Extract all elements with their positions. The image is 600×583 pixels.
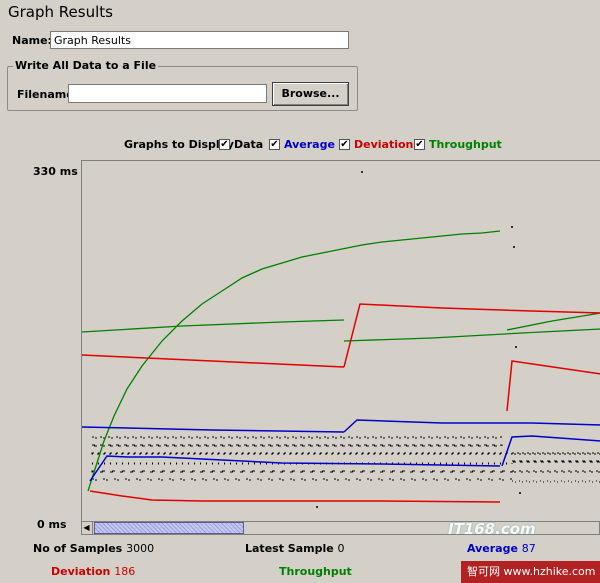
- data-band-1: [91, 436, 600, 483]
- average-checkbox[interactable]: ✔: [269, 139, 280, 150]
- scroll-thumb[interactable]: [94, 522, 244, 534]
- data-outlier-point: [515, 346, 517, 348]
- samples-label: No of Samples: [33, 542, 123, 555]
- throughput-line-tail: [506, 312, 600, 331]
- throughput-label: Throughput: [279, 565, 352, 578]
- average-label: Average: [467, 542, 518, 555]
- samples-value: 3000: [126, 542, 155, 555]
- deviation-label: Deviation: [51, 565, 111, 578]
- average-line-2: [343, 419, 600, 433]
- throughput-checkbox[interactable]: ✔: [414, 139, 425, 150]
- write-to-file-legend: Write All Data to a File: [13, 59, 159, 72]
- data-checkbox[interactable]: ✔: [219, 139, 230, 150]
- panel-title: Graph Results: [8, 3, 113, 21]
- throughput-line-flat-2: [343, 328, 600, 342]
- average-line-1: [81, 426, 345, 433]
- y-axis-min-label: 0 ms: [37, 518, 67, 531]
- data-outlier-point: [361, 171, 363, 173]
- deviation-option-label: Deviation: [354, 138, 414, 151]
- samples-stat: No of Samples 3000: [33, 542, 154, 555]
- deviation-checkbox[interactable]: ✔: [339, 139, 350, 150]
- write-to-file-group: [7, 66, 358, 111]
- graph-svg: [81, 171, 600, 508]
- deviation-line-3: [506, 360, 600, 412]
- data-outlier-point: [519, 492, 521, 494]
- average-value: 87: [521, 542, 536, 555]
- throughput-line-flat-1: [81, 319, 345, 333]
- y-axis-max-label: 330 ms: [33, 165, 78, 178]
- graph-canvas: [81, 160, 600, 521]
- average-option-label: Average: [284, 138, 335, 151]
- deviation-line-1: [81, 354, 345, 368]
- data-option-label: Data: [234, 138, 264, 151]
- data-outlier-point: [511, 226, 513, 228]
- check-icon: ✔: [220, 139, 229, 150]
- deviation-line-low: [89, 490, 501, 503]
- latest-sample-stat: Latest Sample 0: [245, 542, 345, 555]
- throughput-line-rising: [87, 230, 501, 492]
- latest-sample-value: 0: [337, 542, 345, 555]
- deviation-stat: Deviation 186: [51, 565, 135, 578]
- filename-label: Filename: [17, 88, 74, 101]
- name-label: Name:: [12, 34, 52, 47]
- average-stat: Average 87: [467, 542, 536, 555]
- throughput-option-label: Throughput: [429, 138, 502, 151]
- check-icon: ✔: [340, 139, 349, 150]
- it168-logo: IT168.com: [448, 520, 536, 538]
- throughput-series: [81, 230, 600, 492]
- watermark-banner: 智可网 www.hzhike.com: [461, 561, 600, 583]
- average-series: [81, 419, 600, 482]
- average-line-3: [89, 455, 501, 482]
- scroll-left-arrow-icon[interactable]: ◀: [81, 521, 93, 535]
- graphs-to-display-label: Graphs to Display: [124, 138, 234, 151]
- deviation-line-2: [343, 303, 600, 368]
- throughput-stat: Throughput: [279, 565, 352, 578]
- deviation-series: [81, 303, 600, 503]
- data-outlier-point: [316, 506, 318, 508]
- check-icon: ✔: [415, 139, 424, 150]
- name-input[interactable]: [50, 31, 349, 49]
- browse-button[interactable]: Browse...: [272, 82, 349, 106]
- filename-input[interactable]: [68, 84, 267, 103]
- check-icon: ✔: [270, 139, 279, 150]
- deviation-value: 186: [114, 565, 136, 578]
- latest-sample-label: Latest Sample: [245, 542, 334, 555]
- data-outlier-point: [513, 246, 515, 248]
- average-line-4: [501, 435, 600, 467]
